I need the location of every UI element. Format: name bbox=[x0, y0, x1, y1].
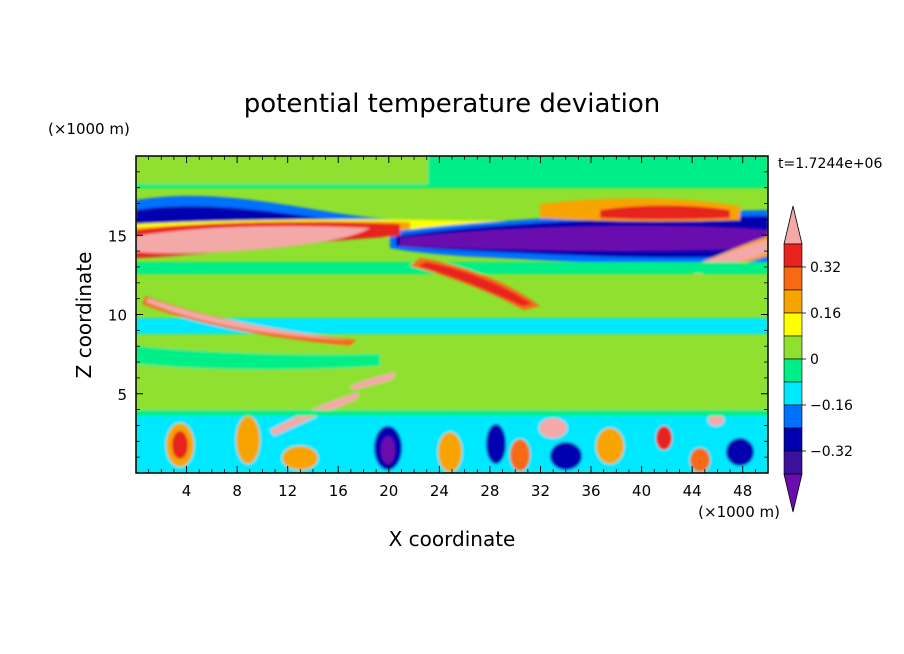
x-tick-label: 8 bbox=[232, 482, 242, 500]
y-tick-label: 5 bbox=[117, 386, 127, 404]
y-units-label: (×1000 m) bbox=[48, 120, 130, 138]
x-tick-label: 12 bbox=[278, 482, 297, 500]
x-tick-label: 20 bbox=[379, 482, 398, 500]
lower-red-cell-1 bbox=[172, 431, 188, 459]
y-tick-label: 10 bbox=[108, 307, 127, 325]
upper-right-red-band bbox=[600, 205, 730, 220]
upper-lightgreen-patch bbox=[136, 156, 428, 184]
lower-mid-cyan-patch bbox=[136, 346, 380, 370]
chart-title: potential temperature deviation bbox=[244, 89, 660, 119]
colorbar-tick-label: 0 bbox=[810, 352, 819, 368]
lower-purple-cell-1 bbox=[381, 436, 395, 464]
lower-darkblue-cell-4 bbox=[726, 438, 754, 466]
x-tick-label: 24 bbox=[430, 482, 449, 500]
y-tick-label: 15 bbox=[108, 227, 127, 245]
x-axis: 4 8 12 16 20 24 28 32 36 40 44 48 bbox=[148, 156, 756, 500]
lower-pink-blob-2 bbox=[708, 414, 724, 426]
x-axis-label: X coordinate bbox=[389, 527, 516, 551]
lower-orange-cell-7 bbox=[690, 448, 710, 472]
time-label: t=1.7244e+06 bbox=[778, 156, 882, 172]
colorbar-segment bbox=[783, 404, 803, 429]
x-tick-label: 28 bbox=[480, 482, 499, 500]
lower-orange-cell-5 bbox=[510, 439, 530, 471]
lower-orange-cell-6 bbox=[596, 428, 624, 464]
upper-right-purple-band bbox=[400, 226, 768, 251]
colorbar: 0.32 0.16 0 −0.16 −0.32 bbox=[783, 205, 853, 513]
colorbar-segment bbox=[783, 358, 803, 383]
colorbar-segment bbox=[783, 381, 803, 406]
colorbar-segment bbox=[783, 243, 803, 268]
upper-left-pink-band bbox=[136, 226, 370, 254]
colorbar-segment bbox=[783, 335, 803, 360]
colorbar-top-triangle bbox=[783, 205, 803, 245]
mid-red-tilted-core bbox=[418, 262, 532, 306]
colorbar-segment bbox=[783, 312, 803, 337]
x-tick-label: 40 bbox=[632, 482, 651, 500]
colorbar-tick-label: −0.32 bbox=[810, 444, 853, 460]
lower-pink-streak-2 bbox=[350, 372, 396, 390]
x-tick-label: 4 bbox=[182, 482, 192, 500]
x-tick-label: 16 bbox=[329, 482, 348, 500]
colorbar-bottom-triangle bbox=[783, 473, 803, 513]
lower-top-green-strip bbox=[136, 410, 768, 416]
colorbar-tick-label: −0.16 bbox=[810, 398, 853, 414]
colorbar-tick-label: 0.16 bbox=[810, 306, 841, 322]
colorbar-segment bbox=[783, 266, 803, 291]
lower-orange-cell-4 bbox=[438, 432, 462, 472]
lower-orange-cell-2 bbox=[236, 416, 260, 464]
colorbar-segment bbox=[783, 427, 803, 452]
lower-red-cell-2 bbox=[656, 426, 672, 450]
lower-darkblue-cell-2 bbox=[486, 424, 506, 464]
lower-pink-blob bbox=[539, 418, 567, 438]
lower-darkblue-cell-3 bbox=[550, 442, 582, 470]
x-tick-label: 44 bbox=[683, 482, 702, 500]
colorbar-tick-label: 0.32 bbox=[810, 260, 841, 276]
y-axis: 5 10 15 bbox=[108, 171, 768, 458]
heatmap-field bbox=[136, 156, 768, 473]
cyan-layer bbox=[136, 318, 768, 334]
x-tick-label: 48 bbox=[733, 482, 752, 500]
x-tick-label: 36 bbox=[581, 482, 600, 500]
x-tick-label: 32 bbox=[531, 482, 550, 500]
x-units-label: (×1000 m) bbox=[698, 503, 780, 521]
colorbar-segment bbox=[783, 450, 803, 475]
lower-orange-cell-3 bbox=[282, 446, 318, 470]
colorbar-segment bbox=[783, 289, 803, 314]
y-axis-label: Z coordinate bbox=[72, 252, 96, 379]
